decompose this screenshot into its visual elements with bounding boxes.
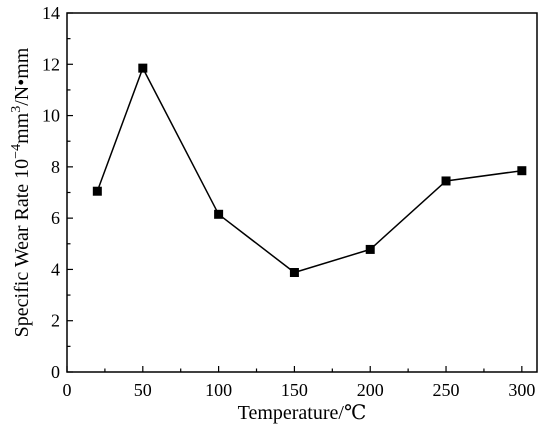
y-axis-title-suffix: /N•mm xyxy=(11,47,33,106)
x-tick-label: 250 xyxy=(433,380,460,400)
series-group xyxy=(92,63,527,278)
y-tick-label: 10 xyxy=(42,106,60,126)
y-axis-title: Specific Wear Rate 10−4mm3/N•mm xyxy=(9,47,33,337)
y-axis-title-exponent-1: −4 xyxy=(9,144,24,159)
y-axis-ticks: 0 2 4 6 8 10 12 14 xyxy=(42,3,73,382)
x-tick-label: 50 xyxy=(134,380,152,400)
x-tick-label: 200 xyxy=(357,380,384,400)
data-point xyxy=(441,176,451,186)
y-tick-label: 0 xyxy=(51,362,60,382)
x-axis-title: Temperature/℃ xyxy=(238,402,367,424)
x-tick-label: 100 xyxy=(205,380,232,400)
plot-frame xyxy=(66,12,538,373)
y-tick-label: 12 xyxy=(42,54,60,74)
y-axis-title-mid: mm xyxy=(11,112,33,144)
y-tick-label: 8 xyxy=(51,157,60,177)
y-tick-label: 4 xyxy=(51,259,60,279)
y-axis-title-exponent-2: 3 xyxy=(9,106,24,113)
data-point xyxy=(214,209,224,219)
data-point xyxy=(138,63,148,73)
data-point xyxy=(92,186,102,196)
series-line xyxy=(96,66,522,274)
data-point xyxy=(517,166,527,176)
x-tick-label: 0 xyxy=(63,380,72,400)
y-axis-title-prefix: Specific Wear Rate 10 xyxy=(11,159,33,338)
x-tick-label: 150 xyxy=(281,380,308,400)
data-point xyxy=(289,268,299,278)
x-axis-ticks: 0 50 100 150 200 250 300 xyxy=(63,366,535,400)
y-tick-label: 6 xyxy=(51,208,60,228)
y-tick-label: 2 xyxy=(51,311,60,331)
data-point xyxy=(365,244,375,254)
x-tick-label: 300 xyxy=(508,380,535,400)
y-tick-label: 14 xyxy=(42,3,60,23)
